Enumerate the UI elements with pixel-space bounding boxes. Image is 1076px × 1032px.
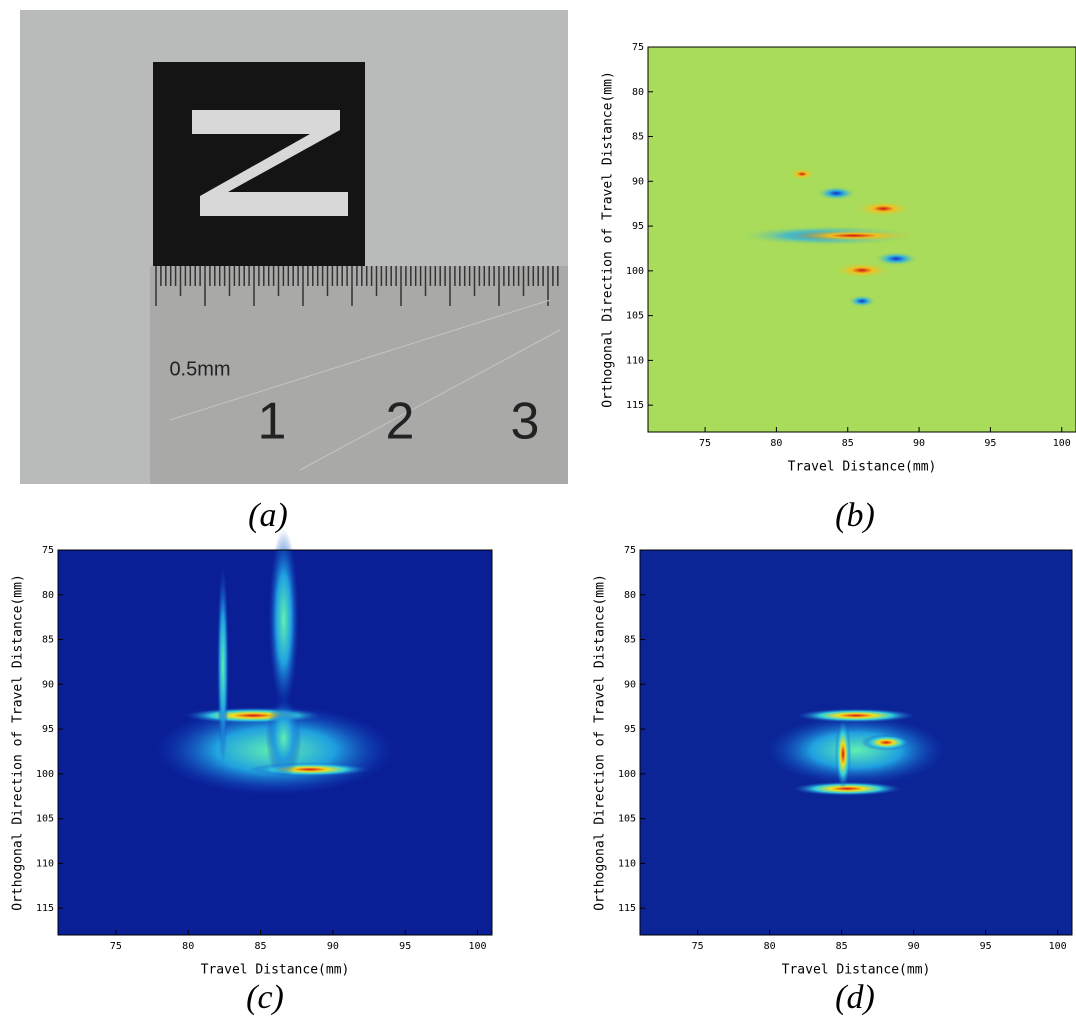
x-axis-label: Travel Distance(mm): [782, 963, 931, 978]
y-axis-label: Orthogonal Direction of Travel Distance(…: [11, 574, 26, 911]
plot-frame: [647, 46, 1076, 433]
y-tick-label: 75: [632, 42, 644, 53]
ruler-number: 1: [258, 393, 287, 451]
heatmap-feature: [183, 707, 324, 724]
y-tick-label: 90: [632, 176, 644, 187]
heatmap-feature: [832, 262, 892, 279]
x-tick-label: 75: [110, 941, 122, 952]
y-tick-label: 85: [42, 635, 54, 646]
x-tick-label: 90: [327, 941, 339, 952]
heatmap-feature: [853, 200, 914, 217]
y-tick-label: 115: [626, 400, 644, 411]
y-tick-label: 75: [624, 545, 636, 556]
heatmap-feature: [796, 708, 916, 723]
y-tick-label: 110: [626, 355, 644, 366]
x-tick-label: 100: [1049, 941, 1067, 952]
y-tick-label: 105: [626, 311, 644, 322]
y-tick-label: 80: [632, 87, 644, 98]
y-tick-label: 100: [626, 266, 644, 277]
y-tick-label: 115: [618, 903, 636, 914]
x-tick-label: 95: [980, 941, 992, 952]
x-tick-label: 85: [255, 941, 267, 952]
y-tick-label: 95: [632, 221, 644, 232]
heatmap-feature: [766, 715, 946, 786]
y-axis-label: Orthogonal Direction of Travel Distance(…: [593, 574, 608, 911]
x-tick-label: 80: [764, 941, 776, 952]
y-tick-label: 90: [624, 679, 636, 690]
x-tick-label: 85: [842, 438, 854, 449]
heatmap-feature: [861, 734, 912, 751]
y-tick-label: 100: [618, 769, 636, 780]
heatmap-feature: [874, 251, 919, 266]
ruler-note: 0.5mm: [169, 358, 230, 380]
x-tick-label: 100: [1053, 438, 1071, 449]
y-tick-label: 90: [42, 679, 54, 690]
heatmap-feature: [792, 781, 903, 796]
heatmap-feature: [816, 186, 857, 201]
x-axis-label: Travel Distance(mm): [201, 963, 350, 978]
x-tick-label: 85: [836, 941, 848, 952]
heatmap-feature: [249, 762, 370, 777]
x-tick-label: 75: [699, 438, 711, 449]
x-tick-label: 90: [908, 941, 920, 952]
x-tick-label: 95: [984, 438, 996, 449]
x-tick-label: 100: [469, 941, 487, 952]
ruler-number: 2: [386, 393, 415, 451]
y-tick-label: 95: [42, 724, 54, 735]
y-tick-label: 115: [36, 903, 54, 914]
x-axis-label: Travel Distance(mm): [788, 460, 937, 475]
heatmap-feature: [783, 229, 924, 242]
heatmap-feature: [268, 529, 299, 710]
plot-frame: [639, 549, 1073, 936]
y-tick-label: 95: [624, 724, 636, 735]
y-tick-label: 85: [632, 132, 644, 143]
y-axis-label: Orthogonal Direction of Travel Distance(…: [601, 71, 616, 408]
y-tick-label: 110: [36, 858, 54, 869]
x-tick-label: 75: [692, 941, 704, 952]
caption: (c): [246, 979, 284, 1016]
y-tick-label: 80: [42, 590, 54, 601]
y-tick-label: 75: [42, 545, 54, 556]
heatmap-feature: [835, 719, 852, 790]
y-tick-label: 105: [36, 814, 54, 825]
heatmap-feature: [848, 295, 876, 308]
y-tick-label: 80: [624, 590, 636, 601]
x-tick-label: 95: [399, 941, 411, 952]
heatmap-feature: [788, 168, 817, 181]
x-tick-label: 80: [770, 438, 782, 449]
heatmap-feature: [265, 698, 302, 779]
ruler-number: 3: [511, 393, 540, 451]
plot-frame: [57, 549, 493, 936]
y-tick-label: 85: [624, 635, 636, 646]
caption: (b): [835, 497, 875, 534]
x-tick-label: 80: [182, 941, 194, 952]
y-tick-label: 110: [618, 858, 636, 869]
photo: 0.5mm 1 2 3: [20, 10, 568, 484]
caption: (a): [248, 497, 288, 534]
caption: (d): [835, 979, 875, 1016]
y-tick-label: 100: [36, 769, 54, 780]
y-tick-label: 105: [618, 814, 636, 825]
heatmap-feature: [216, 565, 229, 766]
x-tick-label: 90: [913, 438, 925, 449]
